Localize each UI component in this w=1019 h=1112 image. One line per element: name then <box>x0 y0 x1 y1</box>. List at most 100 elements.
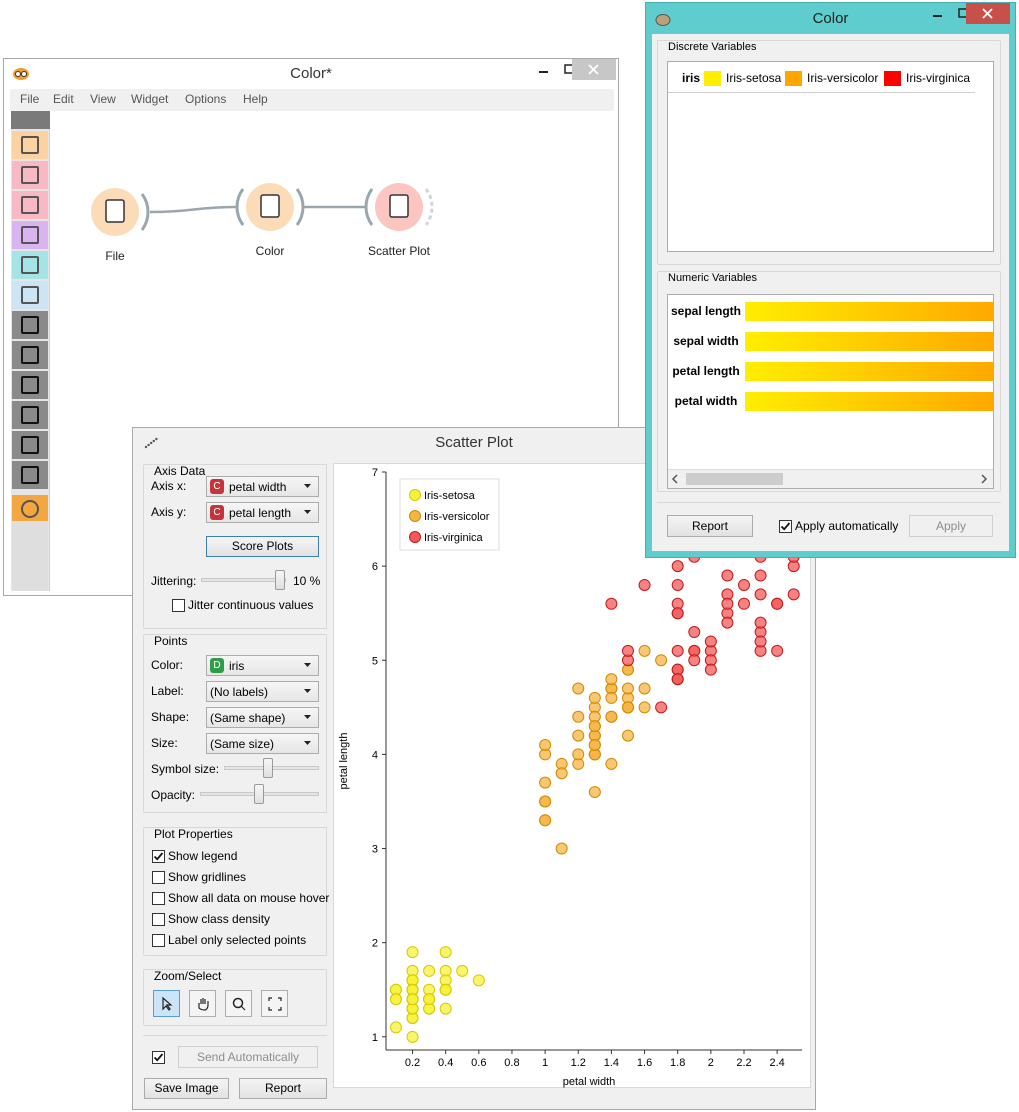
combo-value: petal width <box>229 480 287 494</box>
link <box>149 205 239 214</box>
y-tick-label: 7 <box>372 467 378 479</box>
toolbar-glyph <box>21 500 39 518</box>
color-gradient[interactable] <box>745 362 993 381</box>
toolbar-glyph <box>21 346 39 364</box>
app-icon <box>13 68 29 80</box>
window-controls[interactable] <box>915 3 1010 25</box>
point <box>638 644 651 657</box>
tool-button[interactable] <box>189 990 216 1017</box>
checkbox[interactable] <box>152 1051 165 1064</box>
toolbar-header <box>11 111 50 129</box>
button[interactable]: Apply <box>909 515 993 537</box>
menu-item[interactable]: Edit <box>53 92 74 106</box>
point <box>406 993 419 1006</box>
button[interactable]: Report <box>667 515 753 537</box>
toolbar-icon[interactable] <box>12 401 48 429</box>
output-anchor <box>140 193 150 231</box>
color-gradient[interactable] <box>745 332 993 351</box>
point <box>605 597 618 610</box>
group-box: Numeric Variables <box>657 271 1001 492</box>
toolbar-icon[interactable] <box>12 131 48 159</box>
combo-box[interactable]: (Same size) <box>206 733 319 754</box>
x-tick-label: 0.8 <box>504 1057 519 1069</box>
icon-dot <box>152 439 155 443</box>
menu-item[interactable]: View <box>90 92 116 106</box>
point <box>588 691 601 704</box>
toolbar-icon[interactable] <box>12 341 48 369</box>
scrollbar-thumb[interactable] <box>686 473 783 485</box>
color-gradient[interactable] <box>745 302 993 321</box>
variable-name: petal width <box>674 394 738 408</box>
toolbar-icon[interactable] <box>12 495 48 523</box>
point <box>754 588 767 601</box>
combo-arrow <box>304 689 311 693</box>
menu-item[interactable]: File <box>20 92 40 106</box>
field-label: Symbol size: <box>151 762 220 776</box>
point <box>539 776 552 789</box>
toolbar-icon[interactable] <box>12 191 48 219</box>
x-axis-label: petal width <box>563 1076 616 1088</box>
node-label: Color <box>256 244 285 258</box>
tool-button[interactable] <box>261 990 288 1017</box>
point <box>638 682 651 695</box>
tool-button[interactable] <box>153 990 180 1017</box>
toolbar-icon[interactable] <box>12 221 48 249</box>
menu-bar: File Edit View Widget Options Help <box>10 89 614 111</box>
toolbar-glyph <box>21 166 39 184</box>
button[interactable]: Report <box>239 1078 327 1099</box>
tool-button[interactable] <box>225 990 252 1017</box>
point <box>423 964 436 977</box>
button[interactable]: Save Image <box>144 1078 229 1099</box>
toolbar-icon[interactable] <box>12 281 48 309</box>
checkbox[interactable] <box>152 871 165 884</box>
input-anchor <box>235 188 245 226</box>
tool-glyph <box>232 997 246 1011</box>
button[interactable]: Send Automatically <box>178 1046 318 1068</box>
color-swatch[interactable] <box>884 71 901 86</box>
checkbox[interactable] <box>152 892 165 905</box>
group-box: Zoom/Select <box>143 969 327 1026</box>
x-tick-label: 1.4 <box>604 1057 619 1069</box>
point <box>439 983 452 996</box>
color-window: Color Discrete Variables iris Iris-setosa Ir… <box>645 2 1016 558</box>
combo-value: (Same shape) <box>210 711 286 725</box>
point <box>754 616 767 629</box>
button[interactable]: Score Plots <box>206 536 319 557</box>
window-controls[interactable] <box>521 59 616 81</box>
combo-box[interactable]: (No labels) <box>206 681 319 702</box>
slider-handle[interactable] <box>275 570 285 590</box>
combo-box[interactable]: (Same shape) <box>206 707 319 728</box>
point <box>671 560 684 573</box>
point <box>655 654 668 667</box>
check-mark <box>780 522 791 531</box>
check-mark <box>153 852 164 861</box>
toolbar-icon[interactable] <box>12 311 48 339</box>
menu-item[interactable]: Options <box>185 92 227 106</box>
point <box>754 569 767 582</box>
checkbox[interactable] <box>172 599 185 612</box>
color-gradient[interactable] <box>745 392 993 411</box>
toolbar-icon[interactable] <box>12 251 48 279</box>
color-swatch[interactable] <box>704 71 721 86</box>
toolbar-glyph <box>21 316 39 334</box>
legend-marker <box>409 489 421 501</box>
menu-item[interactable]: Widget <box>131 92 169 106</box>
checkbox[interactable] <box>152 913 165 926</box>
toolbar-icon[interactable] <box>12 461 48 489</box>
x-tick-label: 1 <box>542 1057 548 1069</box>
slider-handle[interactable] <box>263 758 273 778</box>
toolbar-icon[interactable] <box>12 431 48 459</box>
toolbar-icon[interactable] <box>12 161 48 189</box>
checkbox[interactable] <box>152 850 165 863</box>
color-swatch[interactable] <box>785 71 802 86</box>
menu-item[interactable]: Help <box>243 92 268 106</box>
point <box>555 842 568 855</box>
checkbox[interactable] <box>779 520 792 533</box>
check-glyph <box>153 852 164 861</box>
slider-handle[interactable] <box>254 784 264 804</box>
toolbar-icon[interactable] <box>12 371 48 399</box>
checkbox[interactable] <box>152 934 165 947</box>
